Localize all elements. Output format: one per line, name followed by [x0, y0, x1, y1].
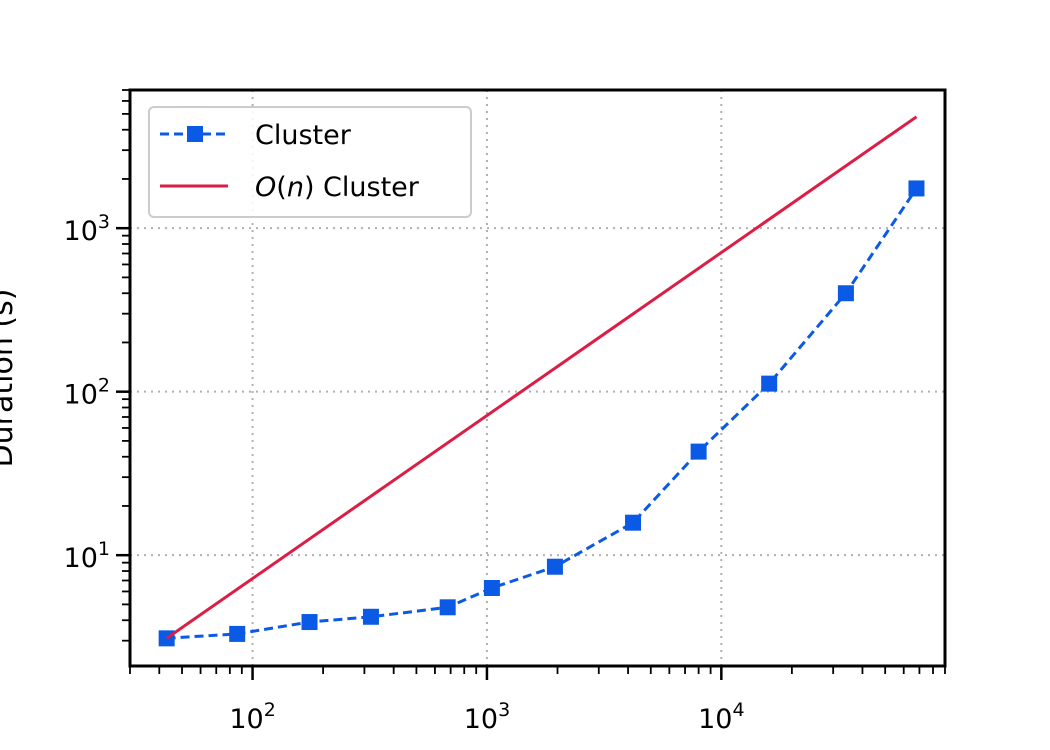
y-tick-label: 101 — [64, 538, 110, 574]
series-cluster-point — [301, 614, 318, 631]
series-cluster-point — [362, 608, 379, 625]
x-tick-label: 103 — [464, 699, 510, 735]
legend-cluster-label: Cluster — [255, 120, 352, 151]
series-cluster-point — [483, 579, 500, 596]
series-cluster-point — [546, 558, 563, 575]
series-cluster-point — [761, 375, 778, 392]
y-axis-label: Duration (s) — [0, 289, 20, 468]
legend: Cluster O(n) Cluster — [148, 106, 472, 218]
y-tick-label: 103 — [64, 211, 110, 247]
series-on-cluster-line — [165, 115, 918, 640]
series-cluster-point — [229, 625, 246, 642]
y-tick-label: 102 — [64, 375, 110, 411]
series-cluster-point — [439, 599, 456, 616]
plot-frame — [128, 88, 947, 668]
x-tick-label: 104 — [698, 699, 744, 735]
legend-on-cluster-label: O(n) Cluster — [255, 172, 420, 203]
series-cluster-point — [690, 443, 707, 460]
legend-box — [148, 106, 472, 218]
series-cluster-point — [908, 180, 925, 197]
series-cluster-point — [625, 514, 642, 531]
series-cluster-line — [166, 187, 918, 640]
series-layer — [158, 115, 925, 647]
grid — [130, 90, 945, 666]
axis-ticks: 102 103 104 101 102 103 — [64, 89, 946, 735]
x-tick-label: 102 — [229, 699, 275, 735]
legend-cluster-marker — [187, 126, 203, 142]
series-cluster-point — [837, 285, 854, 302]
